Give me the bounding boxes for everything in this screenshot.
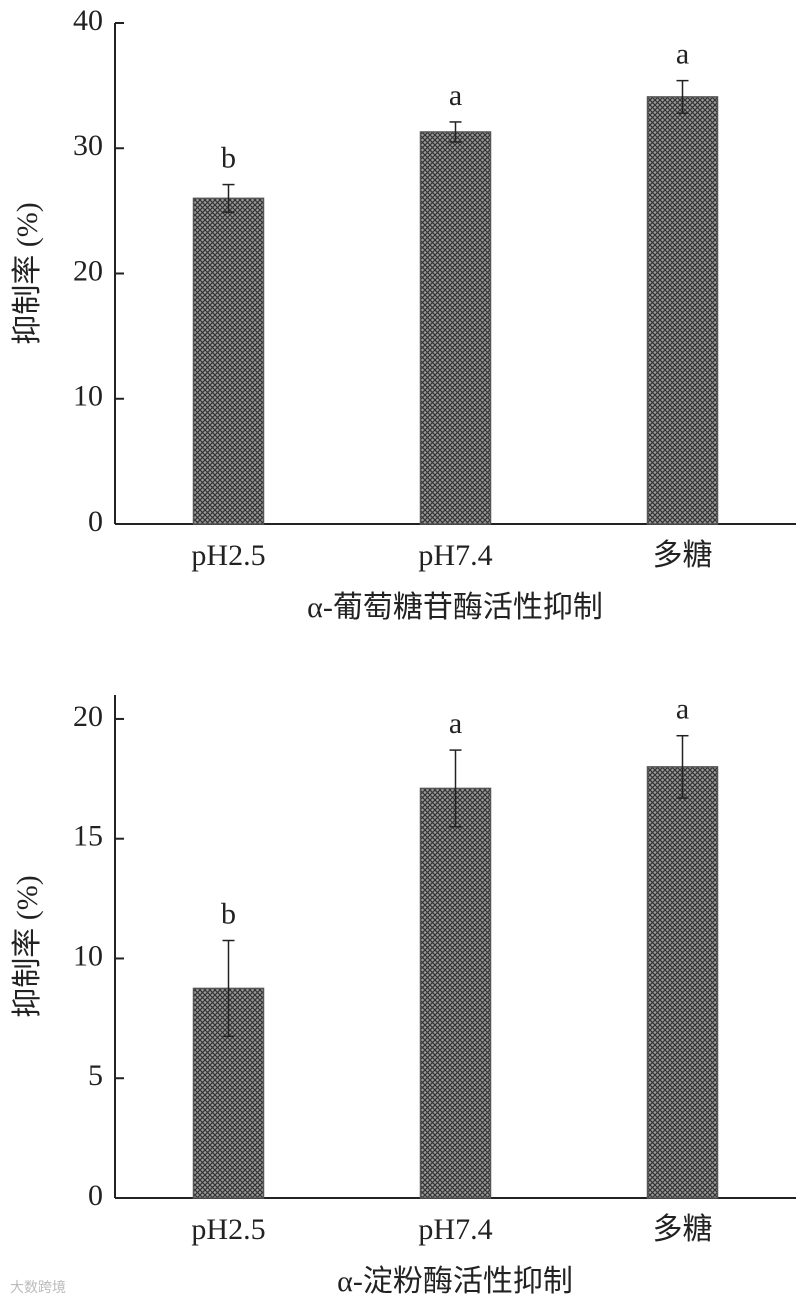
y-tick-label: 5 <box>88 1059 103 1092</box>
y-axis-label: 抑制率 (%) <box>11 875 44 1017</box>
x-axis-label: α-淀粉酶活性抑制 <box>337 1265 573 1298</box>
x-tick-label: pH2.5 <box>191 1213 265 1246</box>
watermark: 大数跨境 <box>10 1280 66 1296</box>
x-tick-label: 多糖 <box>653 539 713 572</box>
bar <box>646 766 719 1199</box>
significance-label: b <box>221 897 236 930</box>
bar <box>646 96 719 525</box>
significance-label: a <box>676 693 689 726</box>
y-tick-label: 10 <box>73 380 103 413</box>
x-tick-label: pH7.4 <box>418 1213 492 1246</box>
x-tick-label: pH7.4 <box>418 539 492 572</box>
y-tick-label: 15 <box>73 820 103 853</box>
y-tick-label: 40 <box>73 4 103 37</box>
y-tick-label: 20 <box>73 254 103 287</box>
significance-label: a <box>449 707 462 740</box>
y-tick-label: 0 <box>88 505 103 538</box>
x-axis-label: α-葡萄糖苷酶活性抑制 <box>307 591 603 624</box>
x-tick-label: 多糖 <box>653 1213 713 1246</box>
y-tick-label: 30 <box>73 129 103 162</box>
significance-label: a <box>449 79 462 112</box>
y-tick-label: 10 <box>73 939 103 972</box>
bar <box>192 197 265 525</box>
y-tick-label: 0 <box>88 1179 103 1212</box>
significance-label: a <box>676 38 689 71</box>
y-tick-label: 20 <box>73 700 103 733</box>
bar <box>419 131 492 525</box>
y-axis-label: 抑制率 (%) <box>11 202 44 344</box>
significance-label: b <box>221 141 236 174</box>
bar <box>419 787 492 1199</box>
x-tick-label: pH2.5 <box>191 539 265 572</box>
